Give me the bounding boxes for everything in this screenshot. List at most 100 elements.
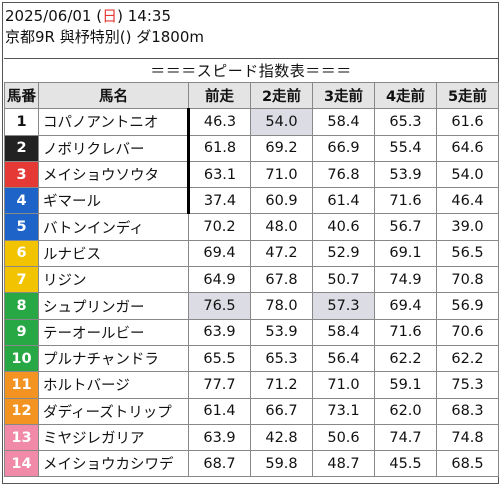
speed-index-4-races-ago: 74.9 [374,266,437,294]
table-row: 4 ギマール 37.4 60.9 61.4 71.6 46.4 [4,187,499,215]
speed-index-last-race: 61.8 [188,134,251,162]
speed-index-last-race: 63.9 [188,423,251,452]
speed-index-2-races-ago: 42.8 [250,423,313,452]
speed-index-last-race: 76.5 [188,292,251,320]
speed-index-4-races-ago: 65.3 [374,108,437,136]
speed-index-last-race: 46.3 [188,108,251,136]
speed-index-2-races-ago: 67.8 [250,266,313,294]
table-header-row: 馬番 馬名 前走 2走前 3走前 4走前 5走前 [4,81,499,110]
horse-name: メイショウソウタ [38,160,190,189]
speed-index-4-races-ago: 56.7 [374,213,437,241]
speed-index-5-races-ago: 56.9 [436,292,499,320]
table-title: ＝＝＝スピード指数表＝＝＝ [4,58,498,83]
horse-name: ルナビス [38,239,189,268]
speed-index-4-races-ago: 45.5 [374,450,437,478]
horse-name: シュプリンガー [38,292,189,320]
speed-index-3-races-ago: 66.9 [312,134,375,162]
speed-index-2-races-ago: 66.7 [250,397,313,425]
speed-index-3-races-ago: 56.4 [312,344,375,373]
table-row: 5 バトンインディ 70.2 48.0 40.6 56.7 39.0 [4,213,499,241]
speed-index-5-races-ago: 68.3 [436,397,499,425]
table-row: 9 テーオールビー 63.9 53.9 58.4 71.6 70.6 [4,318,499,346]
speed-index-5-races-ago: 39.0 [436,213,499,241]
speed-index-2-races-ago: 53.9 [250,318,313,346]
speed-index-last-race: 64.9 [188,266,251,294]
speed-index-3-races-ago: 40.6 [312,213,375,241]
speed-index-4-races-ago: 71.6 [374,187,437,215]
table-row: 10 プルナチャンドラ 65.5 65.3 56.4 62.2 62.2 [4,344,499,373]
horse-number-badge: 2 [4,134,39,162]
speed-index-4-races-ago: 53.9 [374,160,437,189]
speed-index-table: 馬番 馬名 前走 2走前 3走前 4走前 5走前 1 コパノアントニオ 46.3 54… [4,81,499,478]
horse-number-badge: 8 [4,292,39,320]
table-body: 1 コパノアントニオ 46.3 54.0 58.4 65.3 61.6 2 ノボリクレバー 61.… [4,108,499,478]
table-row: 12 ダディーズトリップ 61.4 66.7 73.1 62.0 68.3 [4,397,499,425]
speed-index-5-races-ago: 74.8 [436,423,499,452]
race-datetime: 2025/06/01 (日) 14:35 [5,6,204,27]
race-info: 2025/06/01 (日) 14:35 京都9R 與杼特別() ダ1800m [5,6,204,48]
horse-name: リジン [38,266,189,294]
speed-index-3-races-ago: 73.1 [312,397,375,425]
speed-index-last-race: 69.4 [188,239,251,268]
horse-number-badge: 4 [4,187,39,215]
horse-number-badge: 14 [4,450,39,478]
speed-index-3-races-ago: 71.0 [312,371,375,399]
header-4-races-ago: 4走前 [374,81,437,110]
horse-number-badge: 13 [4,423,39,452]
speed-index-5-races-ago: 61.6 [436,108,499,136]
speed-index-5-races-ago: 62.2 [436,344,499,373]
horse-name: メイショウカシワデ [38,450,189,478]
table-row: 13 ミヤジレガリア 63.9 42.8 50.6 74.7 74.8 [4,423,499,452]
speed-index-3-races-ago: 58.4 [312,318,375,346]
speed-index-5-races-ago: 68.5 [436,450,499,478]
horse-number-badge: 7 [4,266,39,294]
horse-number-badge: 9 [4,318,39,346]
speed-index-4-races-ago: 62.0 [374,397,437,425]
speed-index-3-races-ago: 48.7 [312,450,375,478]
horse-name: ホルトバージ [38,371,189,399]
speed-index-last-race: 68.7 [188,450,251,478]
speed-index-4-races-ago: 69.4 [374,292,437,320]
speed-index-last-race: 70.2 [188,213,251,241]
speed-index-2-races-ago: 59.8 [250,450,313,478]
speed-index-3-races-ago: 58.4 [312,108,375,136]
header-horse-name: 馬名 [38,81,189,110]
table-row: 7 リジン 64.9 67.8 50.7 74.9 70.8 [4,266,499,294]
horse-number-badge: 10 [4,344,39,373]
table-row: 11 ホルトバージ 77.7 71.2 71.0 59.1 75.3 [4,371,499,399]
horse-number-badge: 1 [4,108,39,136]
speed-index-5-races-ago: 70.6 [436,318,499,346]
speed-index-2-races-ago: 48.0 [250,213,313,241]
horse-name: ミヤジレガリア [38,423,189,452]
speed-index-3-races-ago: 76.8 [312,160,375,189]
header-horse-number: 馬番 [4,81,39,110]
horse-name: テーオールビー [38,318,189,346]
speed-index-5-races-ago: 56.5 [436,239,499,268]
speed-index-last-race: 63.1 [188,160,251,189]
speed-index-last-race: 63.9 [188,318,251,346]
speed-index-panel [2,2,499,484]
horse-name: バトンインディ [38,213,189,241]
speed-index-2-races-ago: 47.2 [250,239,313,268]
speed-index-5-races-ago: 54.0 [436,160,499,189]
horse-name: ダディーズトリップ [38,397,189,425]
table-row: 8 シュプリンガー 76.5 78.0 57.3 69.4 56.9 [4,292,499,320]
speed-index-5-races-ago: 64.6 [436,134,499,162]
speed-index-4-races-ago: 74.7 [374,423,437,452]
speed-index-2-races-ago: 71.0 [250,160,313,189]
weekday-close: ) [117,7,123,25]
horse-number-badge: 6 [4,239,39,268]
speed-index-3-races-ago: 52.9 [312,239,375,268]
race-name: 京都9R 與杼特別() ダ1800m [5,28,204,46]
horse-number-badge: 12 [4,397,39,425]
speed-index-3-races-ago: 50.7 [312,266,375,294]
table-row: 1 コパノアントニオ 46.3 54.0 58.4 65.3 61.6 [4,108,499,136]
table-row: 2 ノボリクレバー 61.8 69.2 66.9 55.4 64.6 [4,134,499,162]
horse-name: ノボリクレバー [38,134,190,162]
horse-name: プルナチャンドラ [38,344,189,373]
speed-index-4-races-ago: 62.2 [374,344,437,373]
speed-index-5-races-ago: 75.3 [436,371,499,399]
horse-name: コパノアントニオ [38,108,190,136]
table-row: 14 メイショウカシワデ 68.7 59.8 48.7 45.5 68.5 [4,450,499,478]
speed-index-last-race: 65.5 [188,344,251,373]
